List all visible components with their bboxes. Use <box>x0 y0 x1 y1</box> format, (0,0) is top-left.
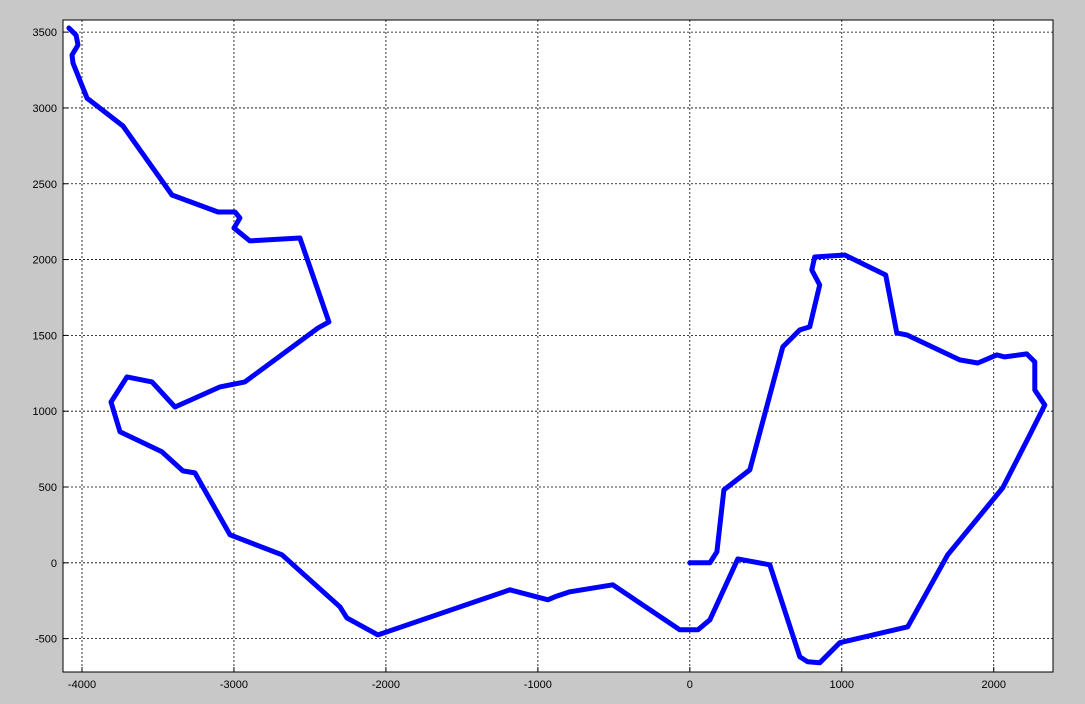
x-tick-label: -2000 <box>372 679 400 691</box>
y-tick-label: 2000 <box>33 255 57 267</box>
x-tick-label: 2000 <box>981 679 1005 691</box>
y-tick-label: 0 <box>51 558 57 570</box>
x-tick-label: -1000 <box>524 679 552 691</box>
y-tick-label: 2500 <box>33 179 57 191</box>
x-tick-label: -3000 <box>220 679 248 691</box>
x-tick-label: 1000 <box>830 679 854 691</box>
x-tick-label: -4000 <box>68 679 96 691</box>
y-tick-label: 1000 <box>33 406 57 418</box>
x-tick-label: 0 <box>687 679 693 691</box>
y-tick-label: 1500 <box>33 330 57 342</box>
y-tick-label: 3000 <box>33 103 57 115</box>
y-tick-label: -500 <box>35 634 57 646</box>
y-tick-label: 500 <box>39 482 57 494</box>
y-tick-label: 3500 <box>33 27 57 39</box>
plot-area <box>62 19 1054 673</box>
trajectory-line <box>66 25 1048 666</box>
